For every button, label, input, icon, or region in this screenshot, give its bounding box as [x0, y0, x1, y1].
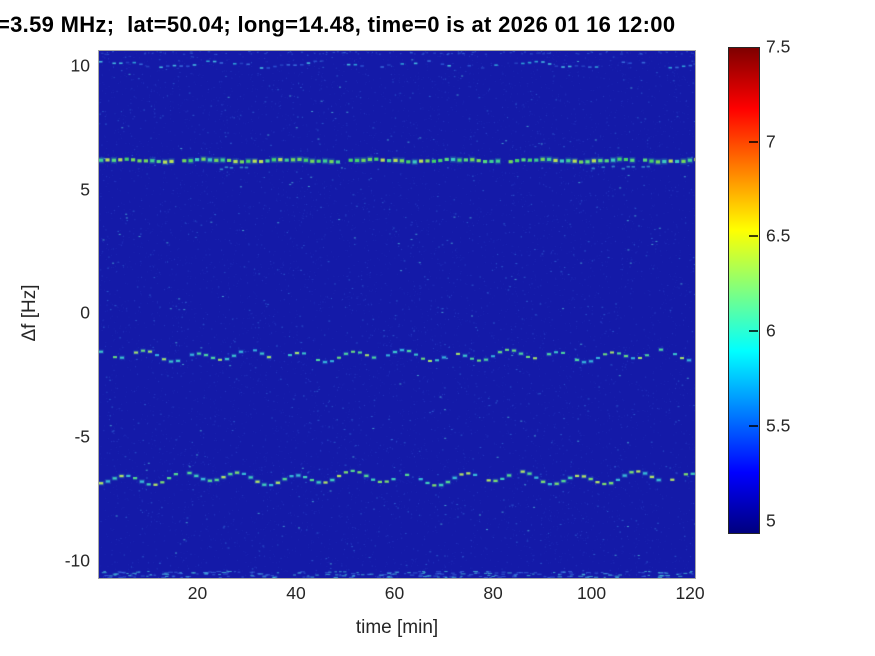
y-tick-label: 0	[80, 302, 90, 323]
y-tick-label: 5	[80, 179, 90, 200]
colorbar-tick-mark	[749, 330, 758, 333]
colorbar	[728, 47, 760, 534]
y-tick-label: -5	[74, 426, 90, 447]
y-tick-label: 10	[70, 55, 90, 76]
colorbar-tick-label: 6.5	[766, 225, 791, 246]
colorbar-tick-mark	[749, 140, 758, 143]
colorbar-tick-label: 7.5	[766, 36, 791, 57]
colorbar-tick-label: 7	[766, 131, 776, 152]
y-tick-label: -10	[64, 550, 90, 571]
colorbar-tick-label: 5.5	[766, 415, 791, 436]
colorbar-tick-label: 6	[766, 320, 776, 341]
colorbar-tick-mark	[749, 424, 758, 427]
plot-title: =3.59 MHz; lat=50.04; long=14.48, time=0…	[0, 12, 676, 37]
x-tick-label: 80	[483, 583, 503, 603]
x-tick-label: 100	[576, 583, 607, 603]
x-tick-label: 40	[286, 583, 306, 603]
x-axis-label: time [min]	[355, 617, 439, 638]
spectrogram-plot[interactable]	[98, 50, 696, 579]
x-tick-label: 20	[187, 583, 208, 603]
x-tick-label: 120	[675, 583, 705, 603]
colorbar-tick-mark	[749, 235, 758, 238]
colorbar-tick-label: 5	[766, 510, 776, 531]
x-tick-label: 60	[384, 583, 405, 603]
